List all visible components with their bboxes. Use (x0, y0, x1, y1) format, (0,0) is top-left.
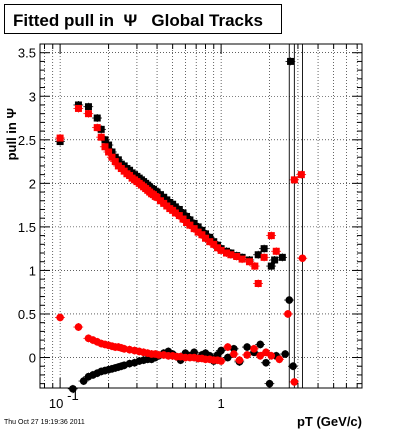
data-point-square (260, 253, 268, 261)
data-point-square (278, 253, 286, 261)
y-tick-label: 1 (29, 263, 36, 278)
data-point-square (222, 249, 230, 257)
data-point-circle (256, 351, 265, 360)
data-point-square (271, 256, 279, 264)
y-tick-label: 1.5 (18, 220, 36, 235)
x-tick-exponent: -1 (67, 388, 79, 403)
data-point-circle (230, 345, 238, 353)
data-point-square (175, 212, 183, 220)
data-point-circle (223, 343, 232, 351)
y-tick-label: 3.5 (18, 46, 36, 61)
title-box: Fitted pull in Ψ Global Tracks (4, 4, 282, 34)
data-point-circle (69, 385, 77, 393)
data-point-circle (230, 350, 238, 358)
data-point-square (105, 141, 113, 149)
x-tick-label: 1 (217, 396, 224, 411)
x-tick-label: 10 (49, 396, 63, 411)
data-point-square (290, 176, 298, 184)
data-point-square (101, 136, 109, 144)
data-point-square (267, 262, 275, 270)
data-point-square (214, 244, 222, 252)
y-tick-label: 3 (29, 89, 36, 104)
data-point-square (108, 153, 116, 161)
data-point-circle (262, 358, 270, 367)
data-point-square (260, 245, 268, 253)
data-point-square (238, 255, 246, 263)
data-point-square (84, 103, 92, 111)
data-point-square (206, 238, 214, 246)
y-axis-label: pull in Ψ (4, 108, 19, 160)
data-point-circle (284, 310, 292, 318)
data-point-square (227, 251, 235, 259)
data-point-square (93, 124, 101, 132)
data-point-circle (285, 296, 294, 304)
data-point-circle (243, 351, 251, 359)
data-point-square (267, 232, 275, 240)
data-point-circle (223, 353, 232, 362)
data-point-square (186, 221, 194, 229)
y-tick-label: 0 (29, 351, 36, 366)
data-point-square (194, 228, 202, 236)
data-point-circle (74, 323, 83, 331)
data-point-square (202, 230, 210, 238)
data-point-square (111, 158, 119, 166)
data-point-square (297, 171, 305, 179)
data-point-square (245, 258, 253, 266)
data-point-square (93, 114, 101, 122)
data-point-square (198, 226, 206, 234)
data-point-square (233, 252, 241, 260)
data-point-square (190, 225, 198, 233)
data-point-square (105, 148, 113, 156)
data-point-square (272, 247, 280, 255)
data-point-circle (290, 378, 299, 386)
plot-frame (39, 43, 363, 389)
data-point-square (251, 262, 259, 270)
y-tick-label: 0.5 (18, 307, 36, 322)
data-point-square (175, 205, 183, 213)
data-point-square (254, 279, 262, 287)
data-point-square (179, 215, 187, 223)
data-point-square (56, 134, 64, 142)
data-point-circle (281, 350, 289, 358)
data-point-circle (190, 348, 198, 357)
chart-title: Fitted pull in Ψ Global Tracks (13, 11, 263, 30)
data-point-square (206, 233, 214, 241)
data-point-square (287, 57, 295, 65)
data-point-circle (56, 313, 64, 322)
x-axis-label: pT (GeV/c) (297, 414, 362, 429)
data-point-circle (217, 357, 225, 365)
data-point-circle (243, 343, 251, 351)
data-point-square (74, 104, 82, 112)
data-point-square (198, 231, 206, 239)
data-point-square (97, 133, 105, 141)
data-point-square (202, 234, 210, 242)
data-point-circle (217, 346, 225, 355)
timestamp-footer: Thu Oct 27 19:19:36 2011 (4, 419, 85, 426)
grid-layer (40, 44, 362, 388)
data-point-circle (256, 340, 265, 349)
y-tick-label: 2.5 (18, 133, 36, 148)
data-point-square (97, 125, 105, 133)
data-point-circle (235, 356, 244, 364)
data-point-square (254, 251, 262, 259)
data-point-circle (298, 254, 307, 263)
data-point-square (210, 240, 218, 248)
data-point-circle (275, 355, 284, 364)
data-point-square (217, 246, 225, 254)
tick-layer: 0 0.5 1 1.5 2 2.5 3 3.5 10 -1 1 (18, 43, 362, 411)
y-tick-label: 2 (29, 176, 36, 191)
marker-layer (56, 57, 307, 393)
data-point-square (194, 223, 202, 231)
data-point-circle (79, 377, 88, 385)
data-point-circle (267, 351, 276, 360)
data-point-square (171, 209, 179, 217)
data-point-square (84, 110, 92, 118)
data-point-square (190, 219, 198, 227)
data-point-square (179, 209, 187, 217)
data-point-circle (250, 345, 258, 353)
data-point-circle (289, 362, 297, 371)
data-point-square (101, 143, 109, 151)
